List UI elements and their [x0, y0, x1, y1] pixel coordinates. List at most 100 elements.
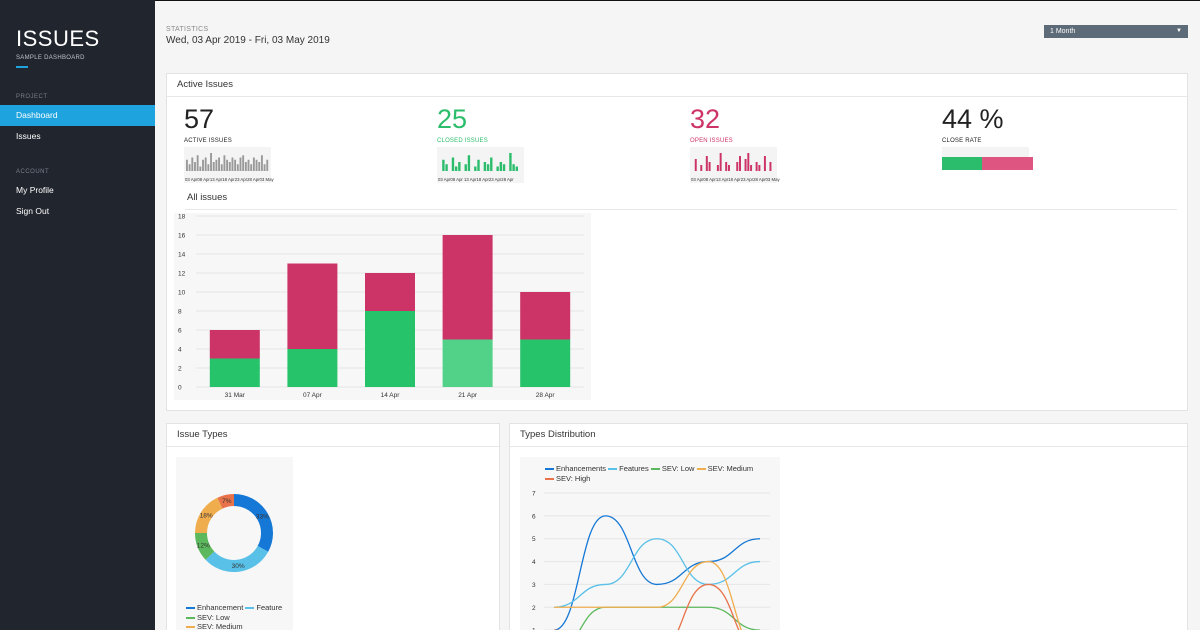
- sparkline-active-bars: [186, 153, 269, 171]
- legend-swatch: [608, 468, 618, 471]
- main-content: STATISTICS Wed, 03 Apr 2019 - Fri, 03 Ma…: [155, 0, 1200, 630]
- sparkline-bar: [236, 164, 239, 171]
- range-select[interactable]: 1 Month ▼: [1044, 25, 1188, 38]
- sparkline-bar: [483, 162, 487, 171]
- sparkline-bar: [207, 164, 210, 171]
- sparkline-bar: [223, 155, 226, 171]
- sparkline-bar: [263, 164, 266, 171]
- line-series: [553, 538, 761, 608]
- legend-label: Enhancement: [197, 603, 246, 612]
- sparkline-bar: [486, 164, 490, 171]
- kpi-open-value: 32: [690, 104, 721, 134]
- issue-types-donut: 33% 30% 12% 18% 7%: [195, 494, 273, 572]
- legend-label: Features: [619, 464, 651, 473]
- issue-types-legend: Enhancement Feature SEV: Low SEV: Medium: [186, 603, 282, 630]
- sidebar-item-dashboard[interactable]: Dashboard: [0, 105, 155, 126]
- legend-row: SEV: Low: [186, 613, 282, 623]
- bar-x-tick: 31 Mar: [225, 392, 246, 399]
- sparkline-active: 03 Apr08 Apr13 Apr18 Apr23 Apr28 Apr03 M…: [184, 147, 274, 183]
- legend-row: SEV: Medium: [186, 622, 282, 630]
- legend-swatch: [186, 626, 195, 629]
- legend-label: SEV: Low: [661, 464, 697, 473]
- sparkline-bar: [496, 166, 499, 171]
- bar-y-tick: 0: [178, 385, 182, 392]
- types-distribution-title: Types Distribution: [510, 424, 1187, 447]
- sparkline-bar: [719, 153, 722, 171]
- app-title: ISSUES: [16, 26, 100, 51]
- sparkline-bar: [266, 159, 269, 171]
- types-distribution-chart: Enhancements Features SEV: Low SEV: Medi…: [520, 457, 780, 630]
- sparkline-bar: [258, 162, 261, 171]
- line-series: [579, 606, 761, 630]
- sidebar-item-my-profile[interactable]: My Profile: [16, 185, 54, 195]
- sparkline-bar: [252, 157, 255, 171]
- bar-segment: [209, 330, 260, 359]
- sparkline-bar: [202, 159, 204, 171]
- sparkline-bar: [499, 162, 503, 171]
- sparkline-bar: [204, 157, 207, 171]
- sparkline-bar: [451, 157, 455, 171]
- sparkline-bar: [509, 153, 512, 171]
- chevron-down-icon: ▼: [1176, 28, 1182, 34]
- sparkline-bar: [196, 155, 199, 171]
- sparkline-bar: [464, 164, 467, 171]
- legend-swatch: [186, 616, 195, 619]
- sparkline-bar: [474, 166, 477, 171]
- sparkline-bar: [716, 165, 719, 171]
- legend-label: SEV: Low: [197, 612, 230, 622]
- legend-label: SEV: Medium: [197, 622, 243, 630]
- close-rate-fill: [942, 157, 983, 170]
- issue-types-panel: Issue Types 33% 30% 12% 18% 7% Enhancement F…: [166, 423, 500, 630]
- active-issues-title: Active Issues: [167, 74, 1187, 97]
- bar-x-tick: 28 Apr: [536, 392, 556, 399]
- line-y-tick: 2: [532, 605, 536, 612]
- line-y-tick: 3: [532, 582, 536, 589]
- date-range: Wed, 03 Apr 2019 - Fri, 03 May 2019: [166, 35, 330, 46]
- kpi-closed-value: 25: [437, 104, 468, 134]
- sparkline-bar: [194, 162, 196, 171]
- sparkline-bar: [191, 157, 194, 171]
- bar-y-tick: 2: [178, 366, 182, 373]
- kpi-active-value: 57: [184, 104, 215, 134]
- sparkline-bar: [242, 155, 245, 171]
- donut-slice: [195, 532, 215, 560]
- sparkline-bar: [458, 162, 461, 171]
- bar-segment: [287, 263, 338, 349]
- nav-section-account: ACCOUNT: [16, 169, 50, 175]
- bar-segment: [520, 339, 571, 387]
- bar-x-tick: 21 Apr: [458, 392, 478, 399]
- sparkline-bar: [515, 166, 519, 171]
- sparkline-bar: [708, 162, 711, 171]
- bar-y-tick: 16: [178, 233, 186, 240]
- sparkline-bar: [234, 159, 237, 171]
- nav-section-project: PROJECT: [16, 94, 48, 100]
- legend-label: Feature: [256, 603, 283, 612]
- sparkline-bar: [490, 157, 493, 171]
- sparkline-open-bars: [694, 153, 772, 171]
- sparkline-bar: [736, 162, 739, 171]
- close-rate-gauge: [942, 147, 1033, 170]
- sparkline-bar: [747, 153, 750, 171]
- line-y-tick: 6: [532, 513, 536, 520]
- donut-slice: [233, 494, 273, 552]
- statistics-label: STATISTICS: [166, 26, 209, 33]
- sparkline-bar: [220, 164, 223, 171]
- bar-x-tick: 14 Apr: [381, 392, 401, 399]
- sparkline-bar: [755, 162, 758, 171]
- types-distribution-line-chart: 1 2 3 4 5 6 7: [532, 491, 770, 630]
- legend-swatch: [186, 607, 195, 610]
- sparkline-open: 03 Apr08 Apr13 Apr18 Apr23 Apr28 Apr03 M…: [690, 147, 780, 183]
- sidebar-item-issues[interactable]: Issues: [16, 131, 41, 141]
- sparkline-bar: [215, 159, 218, 171]
- line-y-tick: 4: [532, 559, 536, 566]
- bar-y-tick: 6: [178, 328, 182, 335]
- sparkline-closed-bars: [442, 153, 519, 171]
- bar-segment: [365, 311, 415, 387]
- sparkline-bar: [442, 159, 445, 171]
- sidebar-item-sign-out[interactable]: Sign Out: [16, 206, 50, 216]
- sparkline-bar: [725, 162, 728, 171]
- brand-underline: [16, 66, 28, 68]
- app-subtitle: SAMPLE DASHBOARD: [16, 55, 85, 61]
- types-distribution-legend: Enhancements Features SEV: Low SEV: Medi…: [545, 464, 775, 483]
- bar-y-tick: 14: [178, 252, 186, 259]
